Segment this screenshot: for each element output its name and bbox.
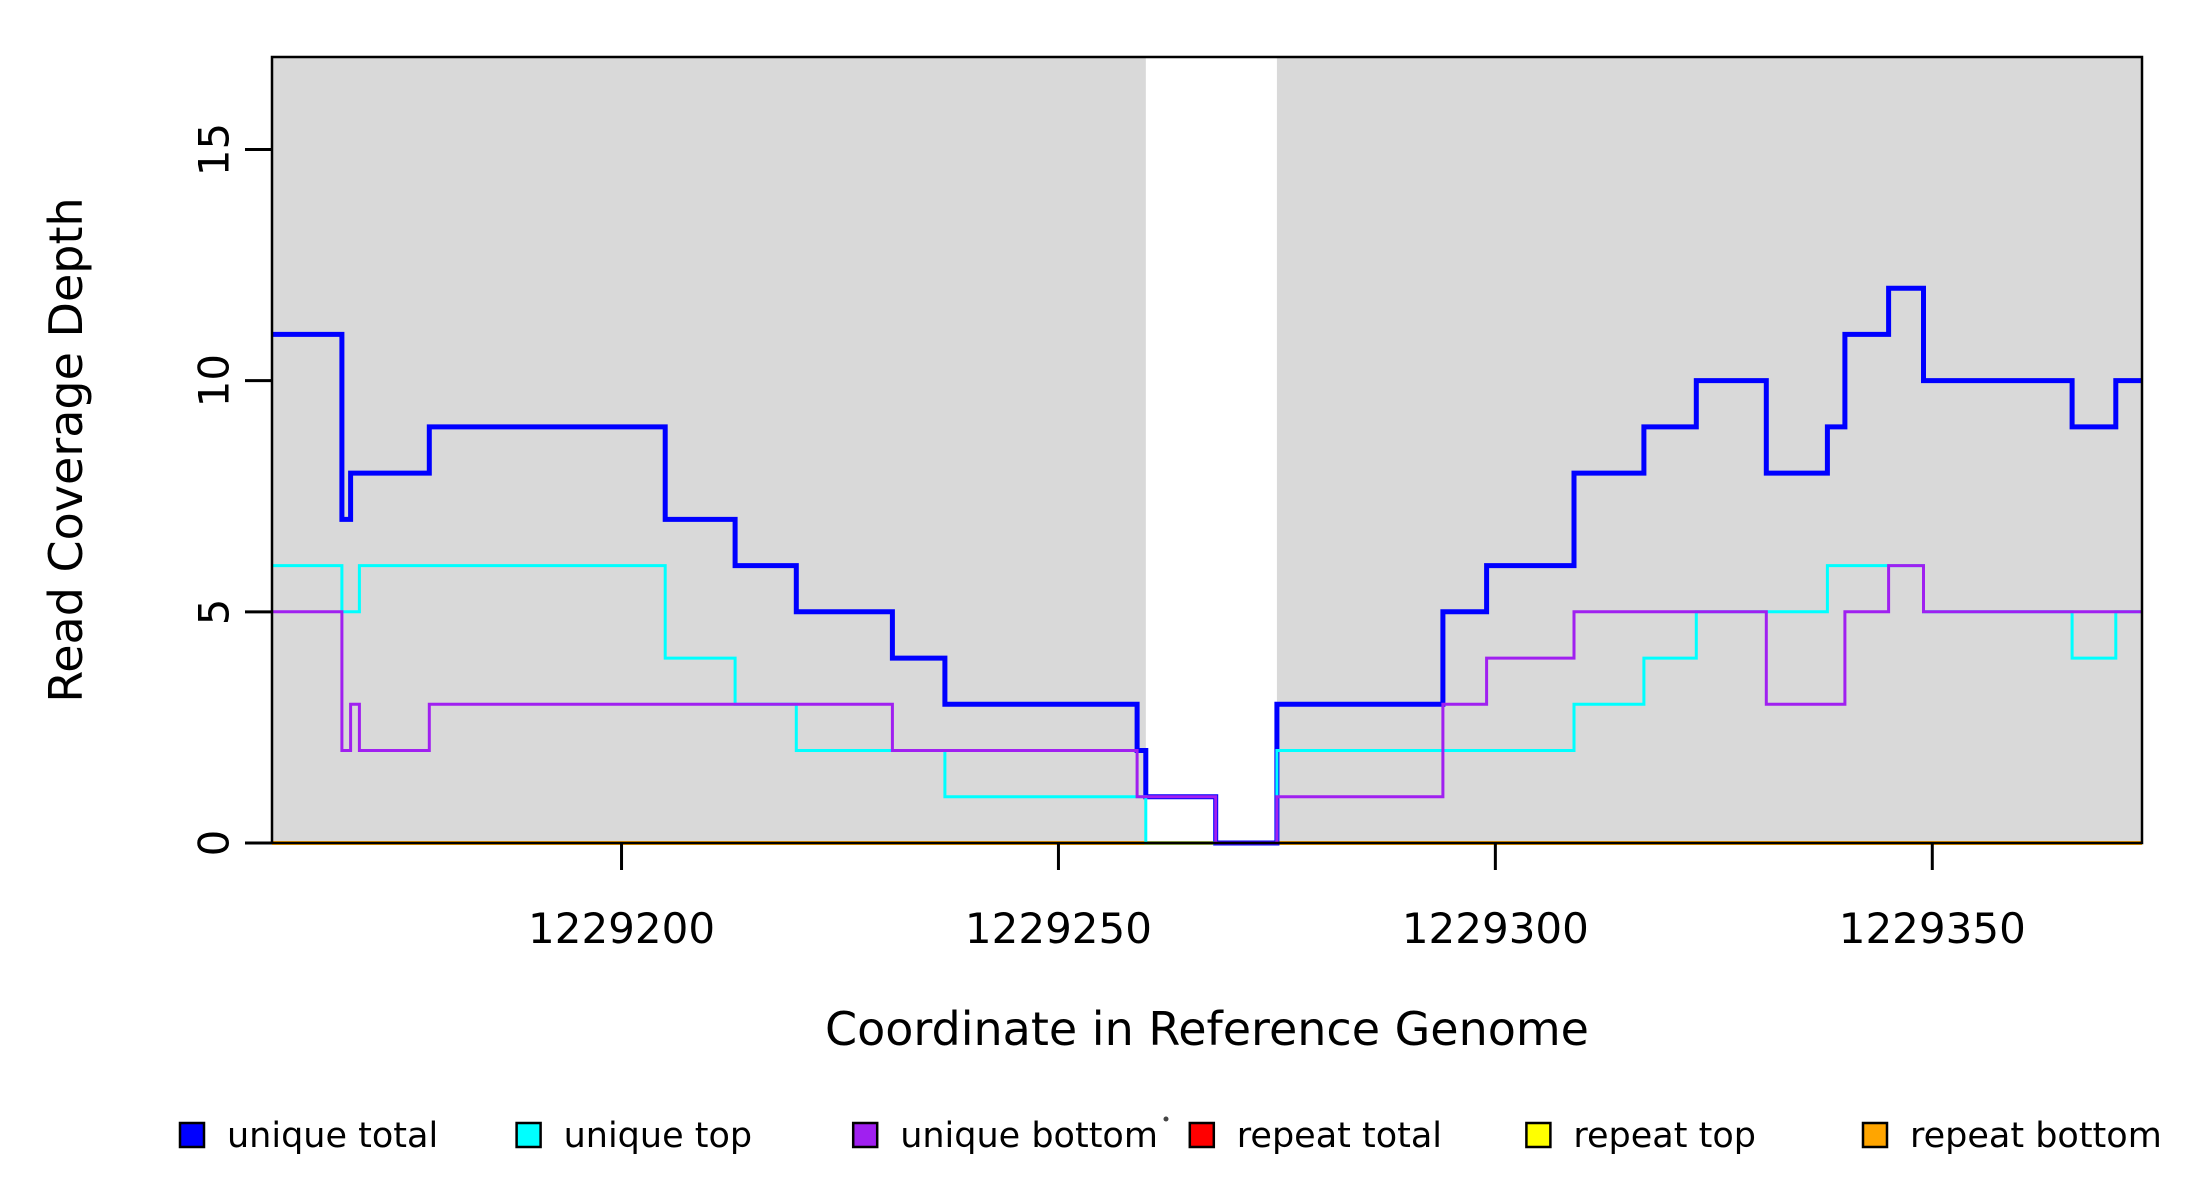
mappable-region-highlight-0 xyxy=(272,57,1146,843)
legend-label: repeat top xyxy=(1573,1116,1756,1156)
y-tick-label: 10 xyxy=(190,354,239,407)
x-tick-label: 1229300 xyxy=(1402,904,1589,953)
y-tick-label: 0 xyxy=(190,830,239,857)
plot-box xyxy=(270,55,2144,845)
x-tick-label: 1229350 xyxy=(1839,904,2026,953)
legend-label: repeat total xyxy=(1237,1116,1442,1156)
y-tick-label: 15 xyxy=(190,123,239,176)
y-tick-label: 5 xyxy=(190,598,239,625)
x-tick-label: 1229250 xyxy=(965,904,1152,953)
mappable-region-highlight-1 xyxy=(1276,57,2142,843)
legend-swatch-repeat-total xyxy=(1188,1121,1216,1149)
legend-item-unique-bottom: unique bottom xyxy=(851,1116,1158,1156)
series-line-unique-bottom xyxy=(272,564,2142,845)
legend-swatch-unique-top xyxy=(515,1121,542,1149)
series-line-unique-total xyxy=(272,285,2142,846)
legend-swatch-unique-total xyxy=(178,1121,206,1149)
legend: unique total unique top unique bottom repea… xyxy=(178,1116,2162,1156)
legend-swatch-unique-bottom xyxy=(851,1121,879,1149)
y-axis-title: Read Coverage Depth xyxy=(39,197,93,702)
legend-label: unique bottom xyxy=(900,1116,1158,1156)
artifact-dot xyxy=(1163,1116,1169,1122)
legend-item-repeat-total: repeat total xyxy=(1188,1116,1442,1156)
legend-label: unique total xyxy=(227,1116,438,1156)
legend-label: unique top xyxy=(564,1116,753,1156)
legend-swatch-repeat-bottom xyxy=(1861,1121,1889,1149)
x-axis-title: Coordinate in Reference Genome xyxy=(825,1002,1589,1056)
legend-item-repeat-top: repeat top xyxy=(1525,1116,1756,1156)
x-tick-label: 1229200 xyxy=(528,904,715,953)
legend-item-unique-total: unique total xyxy=(178,1116,438,1156)
legend-item-repeat-bottom: repeat bottom xyxy=(1861,1116,2162,1156)
legend-swatch-repeat-top xyxy=(1525,1121,1552,1149)
legend-label: repeat bottom xyxy=(1910,1116,2162,1156)
legend-item-unique-top: unique top xyxy=(515,1116,753,1156)
